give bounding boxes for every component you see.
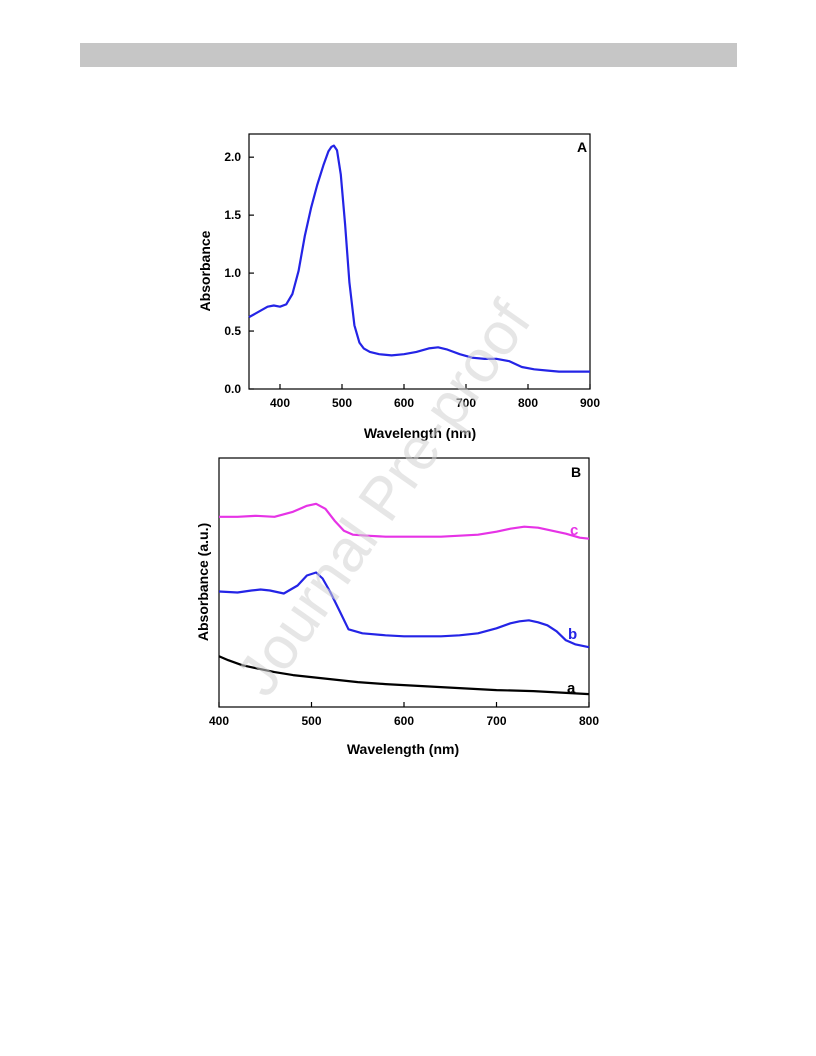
- x-tick-label: 900: [580, 396, 600, 410]
- y-tick-label: 0.0: [224, 382, 241, 396]
- x-tick-label: 500: [332, 396, 352, 410]
- series-label-a: a: [567, 680, 576, 697]
- y-tick-label: 0.5: [224, 324, 241, 338]
- series-line-a: [248, 144, 590, 373]
- series-line-c: [219, 502, 590, 540]
- x-tick-label: 400: [270, 396, 290, 410]
- x-tick-label: 700: [456, 396, 476, 410]
- y-tick-label: 1.0: [224, 266, 241, 280]
- y-axis-title-b: Absorbance (a.u.): [195, 523, 211, 641]
- series-label-c: c: [570, 522, 578, 539]
- x-tick-label: 800: [579, 714, 599, 728]
- panel-a: 400 500 600 700 800 900 0.0 0.5 1.0 1.5 2.0 A Wave…: [197, 133, 600, 441]
- panel-b: 400 500 600 700 800 B c b a Wavelength (nm) …: [195, 457, 599, 757]
- series-line-a-black: [218, 655, 590, 696]
- x-axis-title-a: Wavelength (nm): [364, 425, 476, 441]
- x-tick-label: 600: [394, 714, 414, 728]
- x-tick-label: 400: [209, 714, 229, 728]
- x-tick-label: 700: [486, 714, 506, 728]
- plot-frame-a: [248, 133, 591, 390]
- x-tick-label: 500: [301, 714, 321, 728]
- ticks-b: 400 500 600 700 800: [209, 702, 599, 728]
- watermark-text: Journal Pre-proof: [223, 289, 544, 707]
- y-tick-label: 2.0: [224, 150, 241, 164]
- y-axis-title-a: Absorbance: [197, 230, 213, 311]
- series-label-b: b: [568, 626, 577, 643]
- ticks-a: 400 500 600 700 800 900 0.0 0.5 1.0 1.5 2.0: [224, 150, 600, 410]
- x-axis-title-b: Wavelength (nm): [347, 741, 459, 757]
- series-line-b: [218, 571, 590, 649]
- header-bar: [80, 43, 737, 67]
- x-tick-label: 800: [518, 396, 538, 410]
- panel-label-a: A: [577, 139, 587, 155]
- x-tick-label: 600: [394, 396, 414, 410]
- y-tick-label: 1.5: [224, 208, 241, 222]
- panel-label-b: B: [571, 464, 581, 480]
